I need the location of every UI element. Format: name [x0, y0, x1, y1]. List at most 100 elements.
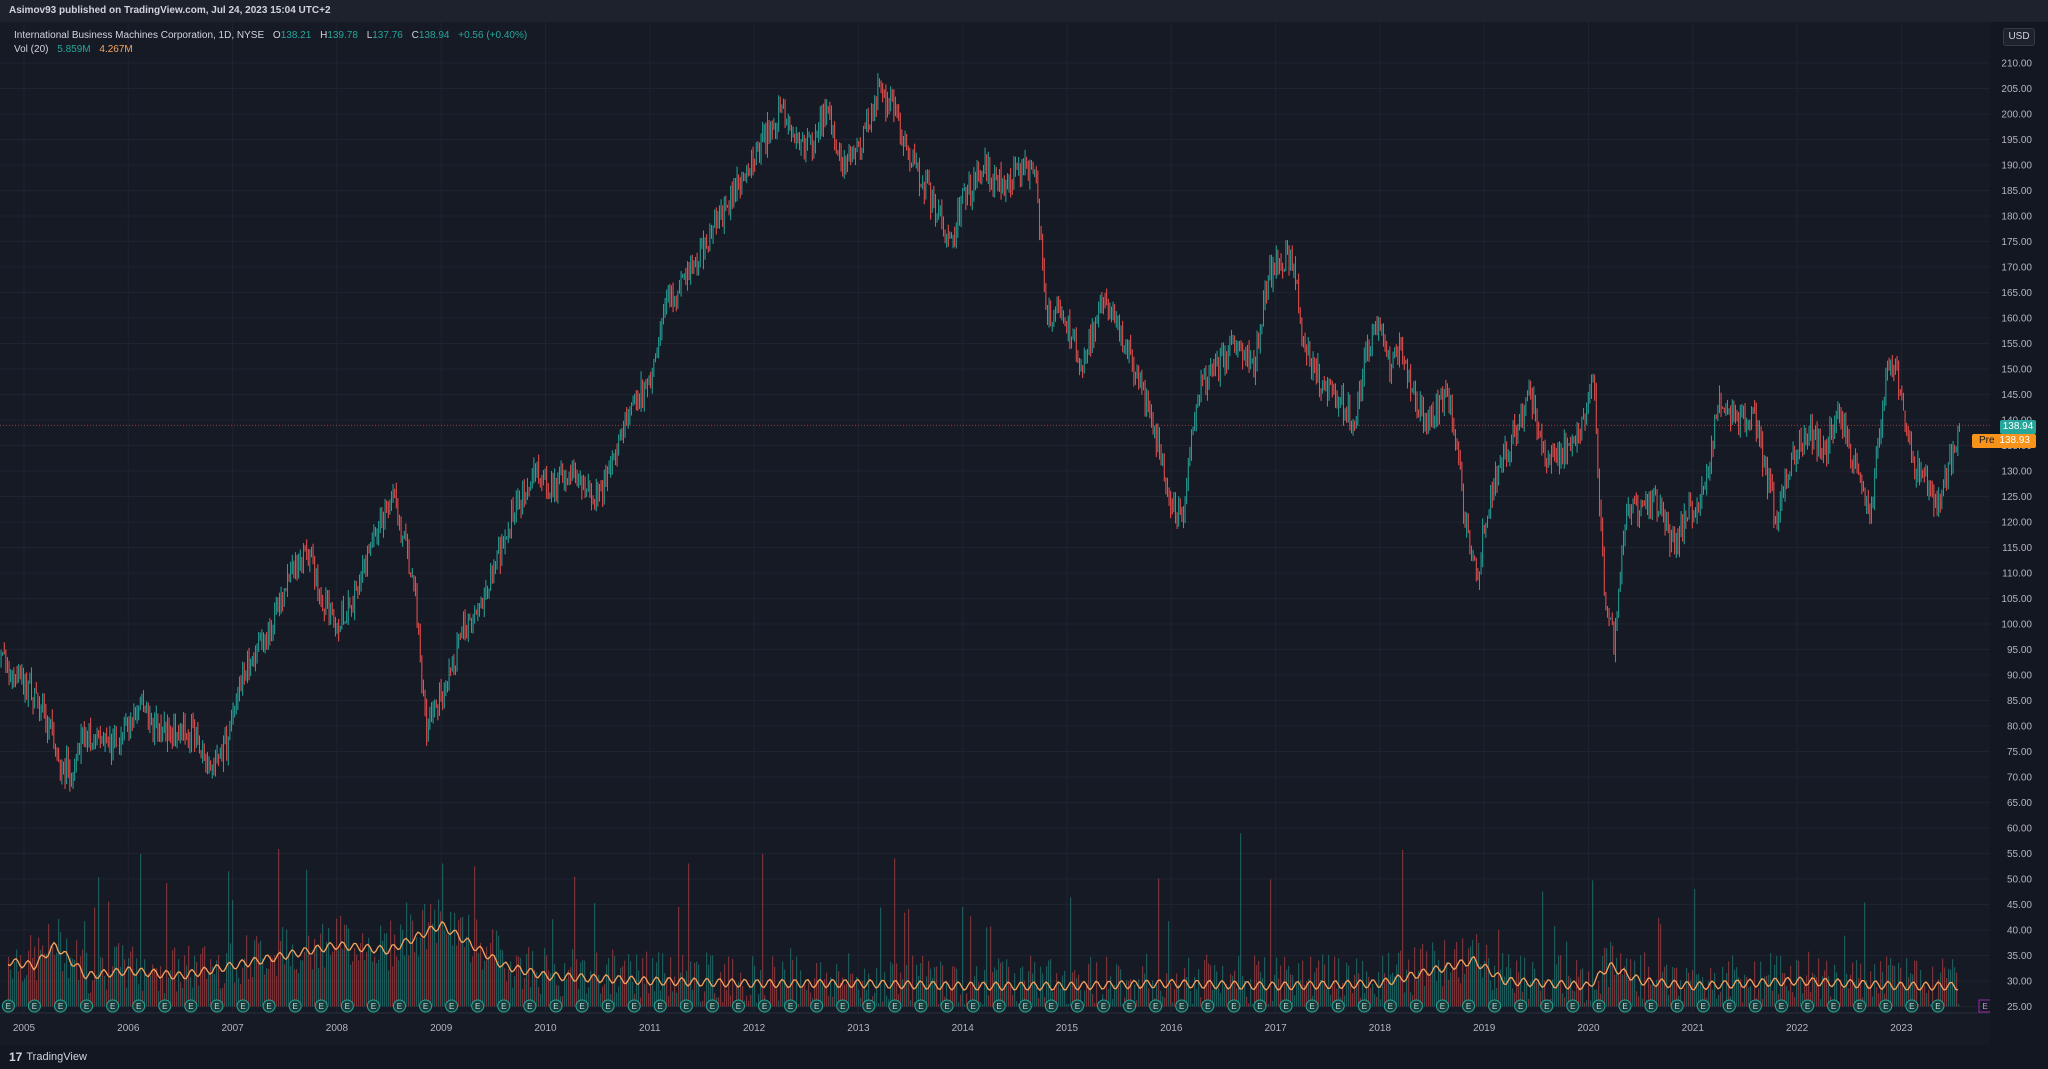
volume-bar: [1634, 960, 1636, 1007]
volume-bar: [176, 991, 178, 1007]
volume-bar: [450, 911, 452, 1007]
volume-bar: [308, 935, 310, 1007]
volume-bar: [512, 987, 514, 1007]
volume-bar: [618, 986, 620, 1007]
time-tick-label: 2023: [1890, 1023, 1913, 1034]
volume-bar: [1326, 988, 1328, 1007]
volume-bar: [142, 990, 144, 1007]
volume-bar: [372, 961, 374, 1007]
volume-bar: [80, 956, 82, 1007]
time-tick-label: 2011: [639, 1023, 661, 1034]
volume-bar: [146, 977, 148, 1007]
volume-bar: [1348, 965, 1350, 1007]
earnings-icon-label: E: [1596, 1002, 1601, 1011]
earnings-icon: [679, 999, 693, 1013]
volume-bar: [1252, 1003, 1254, 1007]
volume-bar: [900, 972, 902, 1007]
volume-bar: [424, 904, 426, 1007]
earnings-icon-label: E: [397, 1002, 402, 1011]
volume-bar: [1426, 951, 1428, 1007]
volume-bar: [1836, 972, 1838, 1007]
volume-bar: [848, 953, 850, 1007]
volume-bar: [258, 943, 260, 1007]
volume-bar: [1210, 965, 1212, 1007]
currency-button[interactable]: USD: [2003, 28, 2035, 46]
volume-bar: [374, 956, 376, 1007]
volume-bar: [960, 994, 962, 1007]
volume-bar: [1760, 961, 1762, 1007]
volume-bar: [986, 927, 988, 1007]
volume-bar: [1432, 942, 1434, 1007]
volume-bar: [1166, 973, 1168, 1007]
volume-bar: [1802, 993, 1804, 1007]
earnings-icon-label: E: [605, 1002, 610, 1011]
volume-bar: [1442, 986, 1444, 1007]
earnings-icon-label: E: [1909, 1002, 1914, 1011]
volume-bar: [882, 1001, 884, 1007]
volume-bar: [1912, 974, 1914, 1007]
earnings-icon-label: E: [1231, 1002, 1236, 1011]
earnings-icon-label: E: [684, 1002, 689, 1011]
volume-bar: [924, 984, 926, 1007]
volume-bar: [318, 967, 320, 1007]
volume-bar: [1776, 956, 1778, 1007]
volume-bar: [396, 956, 398, 1007]
price-candles: [0, 73, 1960, 792]
volume-bar: [1162, 996, 1164, 1007]
volume-bar: [1538, 979, 1540, 1007]
volume-bar: [782, 961, 784, 1007]
volume-bar: [1744, 974, 1746, 1007]
volume-bar: [1574, 991, 1576, 1007]
volume-bar: [1798, 960, 1800, 1007]
volume-bar: [1186, 977, 1188, 1007]
volume-bar: [1900, 967, 1902, 1007]
price-axis-background: [1990, 22, 2048, 1045]
time-tick-label: 2021: [1682, 1023, 1705, 1034]
earnings-icon-label: E: [1362, 1002, 1367, 1011]
volume-bar: [1876, 987, 1878, 1007]
volume-bar: [284, 964, 286, 1007]
volume-bar: [464, 947, 466, 1007]
volume-bar: [1436, 980, 1438, 1007]
volume-bar: [324, 967, 326, 1007]
chart-frame[interactable]: [0, 22, 2048, 1045]
volume-bar: [1484, 961, 1486, 1007]
volume-bar: [956, 968, 958, 1007]
earnings-icon: [1331, 999, 1345, 1013]
volume-bar: [1464, 974, 1466, 1007]
volume-bar: [1120, 969, 1122, 1007]
volume-bar: [1652, 981, 1654, 1007]
volume-bar: [1542, 891, 1544, 1007]
earnings-icon: [653, 999, 667, 1013]
volume-bar: [1806, 975, 1808, 1007]
volume-bar: [578, 989, 580, 1007]
volume-bar: [1304, 984, 1306, 1007]
volume-bar: [1000, 962, 1002, 1007]
volume-bar: [896, 963, 898, 1007]
volume-bar: [232, 900, 234, 1007]
volume-bar: [388, 970, 390, 1007]
volume-bar: [1588, 971, 1590, 1007]
volume-bar: [114, 947, 116, 1007]
volume-bar: [90, 992, 92, 1007]
volume-bar: [1704, 989, 1706, 1007]
earnings-icon-label: E: [6, 1002, 11, 1011]
volume-bar: [472, 956, 474, 1007]
price-tick-label: 165.00: [2001, 288, 2032, 299]
tradingview-logo[interactable]: 17 TradingView: [9, 1045, 87, 1069]
volume-bar: [378, 959, 380, 1007]
volume-bar: [626, 980, 628, 1007]
volume-bar: [1130, 979, 1132, 1007]
volume-bar: [1606, 948, 1608, 1007]
earnings-icon: [1488, 999, 1502, 1013]
volume-bar: [810, 992, 812, 1007]
earnings-icon: [236, 999, 250, 1013]
earnings-icon-label: E: [1727, 1002, 1732, 1011]
volume-bar: [1738, 977, 1740, 1007]
volume-bar: [390, 920, 392, 1007]
volume-bar: [1144, 973, 1146, 1007]
volume-bar: [1926, 993, 1928, 1007]
volume-bar: [1868, 985, 1870, 1007]
volume-bar: [10, 969, 12, 1007]
